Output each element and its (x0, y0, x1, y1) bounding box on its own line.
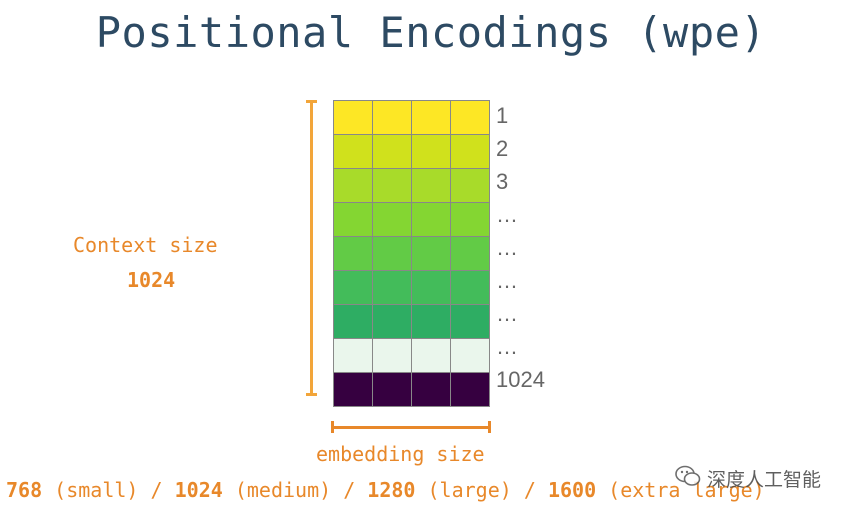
size-medium-name: (medium) (234, 478, 332, 502)
row-label: … (496, 301, 518, 326)
context-size-bracket (306, 100, 317, 396)
matrix-cell (333, 169, 372, 202)
size-medium-value: 1024 (174, 478, 223, 502)
matrix-cell (333, 203, 372, 236)
matrix-cell (411, 271, 450, 304)
model-sizes-line: 768 (small) / 1024 (medium) / 1280 (larg… (6, 478, 765, 502)
matrix-cell (411, 373, 450, 406)
separator: / (150, 478, 163, 502)
matrix-cell (372, 339, 411, 372)
matrix-cell (411, 101, 450, 134)
matrix-row (333, 100, 490, 134)
watermark-text: 深度人工智能 (707, 469, 822, 491)
matrix-cell (411, 339, 450, 372)
matrix-cell (372, 101, 411, 134)
row-label: … (496, 334, 518, 359)
matrix-cell (333, 305, 372, 338)
matrix-cell (333, 237, 372, 270)
matrix-cell (450, 135, 490, 168)
size-small-value: 768 (6, 478, 43, 502)
matrix-row (333, 168, 490, 202)
row-label: … (496, 202, 518, 227)
row-label: 1 (496, 103, 509, 128)
matrix-cell (450, 237, 490, 270)
matrix-cell (411, 135, 450, 168)
row-label: 1024 (496, 367, 545, 392)
matrix-cell (450, 271, 490, 304)
matrix-cell (372, 169, 411, 202)
matrix-cell (450, 203, 490, 236)
page-title: Positional Encodings (wpe) (95, 8, 767, 57)
matrix-row (333, 372, 490, 407)
row-label: … (496, 268, 518, 293)
matrix-cell (372, 203, 411, 236)
matrix-cell (372, 271, 411, 304)
context-size-value: 1024 (127, 268, 176, 292)
row-label: 3 (496, 169, 509, 194)
embedding-matrix (333, 100, 490, 407)
size-large-value: 1280 (367, 478, 416, 502)
size-small-name: (small) (54, 478, 139, 502)
matrix-cell (333, 101, 372, 134)
matrix-cell (450, 169, 490, 202)
matrix-cell (411, 237, 450, 270)
matrix-cell (372, 305, 411, 338)
matrix-cell (333, 373, 372, 406)
matrix-cell (450, 373, 490, 406)
context-size-label: Context size (73, 233, 218, 257)
matrix-cell (411, 305, 450, 338)
separator: / (343, 478, 356, 502)
size-large-name: (large) (427, 478, 512, 502)
matrix-cell (411, 203, 450, 236)
size-xl-value: 1600 (547, 478, 597, 502)
matrix-cell (450, 101, 490, 134)
separator: / (523, 478, 536, 502)
matrix-cell (411, 169, 450, 202)
row-label: … (496, 235, 518, 260)
matrix-cell (372, 135, 411, 168)
wechat-icon (675, 465, 701, 492)
matrix-cell (333, 339, 372, 372)
embedding-size-bracket (331, 421, 491, 433)
matrix-row (333, 134, 490, 168)
watermark: 深度人工智能 (675, 465, 821, 492)
matrix-cell (333, 135, 372, 168)
matrix-cell (372, 237, 411, 270)
matrix-cell (450, 339, 490, 372)
matrix-row (333, 270, 490, 304)
matrix-cell (333, 271, 372, 304)
matrix-row (333, 338, 490, 372)
matrix-cell (372, 373, 411, 406)
matrix-cell (450, 305, 490, 338)
embedding-size-label: embedding size (316, 442, 485, 466)
row-label: 2 (496, 136, 509, 161)
matrix-row (333, 304, 490, 338)
matrix-row (333, 202, 490, 236)
matrix-row (333, 236, 490, 270)
